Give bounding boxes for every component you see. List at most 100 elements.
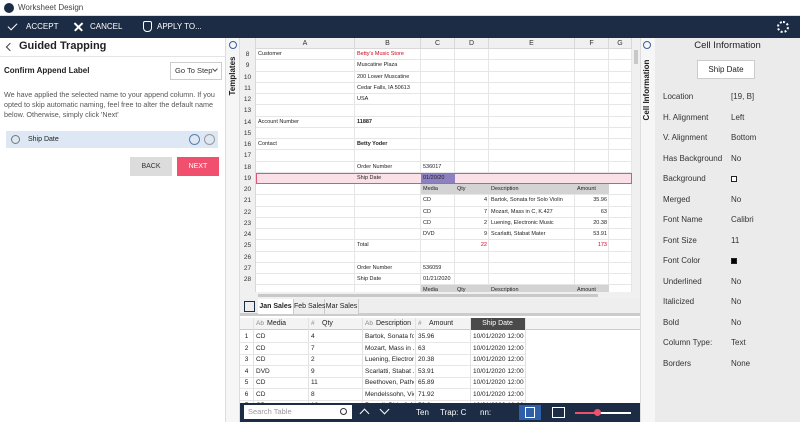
table-cell[interactable]: Scarlatti, Stabat ... — [365, 367, 414, 375]
cell-text[interactable]: Ship Date — [357, 174, 382, 181]
table-cell[interactable]: 53.91 — [418, 367, 435, 375]
column-header[interactable]: A — [256, 38, 355, 49]
table-cell[interactable]: Mendelssohn, Vio... — [365, 390, 414, 398]
row-header[interactable]: 11 — [240, 82, 256, 94]
cell-text[interactable]: Total — [357, 242, 369, 249]
column-header[interactable]: C — [421, 38, 455, 49]
row-header[interactable]: 21 — [240, 195, 256, 207]
row-header[interactable]: 12 — [240, 94, 256, 106]
accept-button[interactable]: ACCEPT — [26, 22, 59, 31]
table-cell[interactable]: 9 — [311, 367, 315, 375]
table-cell[interactable]: CD — [256, 356, 266, 363]
column-header[interactable]: B — [355, 38, 421, 49]
selected-cell-name[interactable]: Ship Date — [697, 60, 755, 79]
table-cell[interactable]: 8 — [311, 390, 315, 398]
column-header[interactable]: D — [455, 38, 489, 49]
row-header[interactable]: 27 — [240, 262, 256, 274]
view-button[interactable] — [519, 405, 541, 420]
row-header[interactable]: 26 — [240, 251, 256, 263]
table-cell[interactable]: 7 — [311, 344, 315, 352]
cell-text[interactable]: 9 — [483, 231, 487, 237]
table-cell[interactable]: 10/01/2020 12:00... — [473, 379, 524, 386]
cell-text[interactable]: Ship Date — [357, 276, 382, 282]
row-number[interactable]: 6 — [244, 390, 249, 398]
cell-text[interactable]: DVD — [423, 231, 435, 237]
cell-text[interactable]: 20.38 — [593, 219, 607, 226]
next-button[interactable]: NEXT — [177, 157, 219, 176]
table-cell[interactable]: 10/01/2020 12:00... — [473, 367, 524, 375]
strip-icon[interactable] — [643, 41, 651, 49]
zoom-knob[interactable] — [594, 409, 601, 416]
cell-text[interactable]: 536017 — [423, 163, 442, 170]
table-cell[interactable]: 10/01/2020 12:00... — [473, 344, 524, 352]
column-header[interactable]: F — [575, 38, 609, 49]
row-number[interactable]: 2 — [244, 344, 249, 352]
row-header[interactable]: 28 — [240, 274, 256, 286]
cell-text[interactable]: Amount — [577, 186, 596, 192]
cell-text[interactable]: Qty — [457, 186, 466, 192]
cell-text[interactable]: Luening, Electronic Music — [491, 219, 554, 226]
go-to-step-dropdown[interactable]: Go To Step — [170, 62, 222, 80]
cell-text[interactable]: Order Number — [357, 264, 393, 271]
fit-icon[interactable] — [552, 407, 565, 418]
row-header[interactable]: 17 — [240, 150, 256, 162]
row-header[interactable]: 18 — [240, 161, 256, 173]
row-header[interactable]: 13 — [240, 105, 256, 117]
row-header[interactable]: 23 — [240, 217, 256, 229]
sheet-tab[interactable]: Feb Sales — [294, 299, 326, 314]
table-header[interactable]: Amount — [429, 320, 454, 327]
table-header[interactable]: Qty — [322, 320, 333, 327]
row-header[interactable]: 19 — [240, 172, 256, 184]
table-cell[interactable]: 10/01/2020 12:00... — [473, 333, 524, 340]
cell-text[interactable]: Betty's Music Store — [357, 51, 404, 57]
table-header[interactable]: Media — [267, 320, 287, 327]
cell-text[interactable]: Order Number — [357, 163, 393, 170]
table-cell[interactable]: 35.96 — [418, 333, 435, 340]
settings-gear[interactable] — [777, 21, 789, 33]
table-cell[interactable]: 63 — [418, 344, 426, 352]
table-header[interactable]: Description — [376, 320, 412, 327]
field-name[interactable]: Ship Date — [28, 136, 59, 143]
table-cell[interactable]: 2 — [311, 356, 315, 363]
table-cell[interactable]: 10/01/2020 12:00... — [473, 356, 524, 363]
cell-info-tab[interactable]: Cell Information — [642, 59, 651, 121]
table-cell[interactable]: 65.89 — [418, 379, 435, 386]
row-number[interactable]: 4 — [244, 367, 249, 375]
cell-text[interactable]: Media — [423, 287, 438, 292]
cell-text[interactable]: 01/20/20 — [423, 174, 445, 181]
cell-text[interactable]: 536059 — [423, 264, 442, 271]
table-cell[interactable]: CD — [256, 390, 266, 398]
sheet-tab[interactable]: Mar Sales — [325, 299, 359, 314]
table-cell[interactable]: DVD — [256, 367, 270, 375]
cell-text[interactable]: 200 Lower Muscatine — [357, 73, 410, 80]
row-number[interactable]: 5 — [244, 379, 249, 386]
search-box[interactable]: Search Table — [244, 405, 352, 419]
cell-text[interactable]: Contact — [258, 141, 277, 147]
cell-text[interactable]: Cedar Falls, IA 50613 — [357, 84, 410, 91]
table-cell[interactable]: 10/01/2020 12:00... — [473, 390, 524, 398]
back-button[interactable]: BACK — [130, 157, 172, 176]
cell-text[interactable]: 173 — [597, 242, 607, 249]
row-header[interactable]: 15 — [240, 127, 256, 139]
cell-text[interactable]: CD — [423, 219, 431, 226]
cell-text[interactable]: Amount — [577, 287, 596, 292]
row-number[interactable]: 1 — [244, 333, 249, 340]
cell-text[interactable]: 35.96 — [593, 197, 607, 204]
row-header[interactable]: 16 — [240, 139, 256, 151]
cell-text[interactable]: Mozart, Mass in C, K.427 — [491, 208, 553, 215]
cell-text[interactable]: Bartok, Sonata for Solo Violin — [491, 197, 563, 204]
cell-text[interactable]: Betty Yoder — [357, 141, 388, 147]
table-cell[interactable]: Beethoven, Pathe... — [365, 379, 414, 386]
table-cell[interactable]: CD — [256, 379, 266, 386]
row-header[interactable]: 25 — [240, 240, 256, 252]
row-header[interactable]: 9 — [240, 60, 256, 72]
table-cell[interactable]: 11 — [311, 379, 318, 386]
cell-text[interactable]: 7 — [483, 208, 487, 215]
cell-text[interactable]: USA — [357, 96, 369, 102]
column-header[interactable]: E — [489, 38, 575, 49]
row-header[interactable]: 22 — [240, 206, 256, 218]
cell-text[interactable]: 63 — [600, 208, 607, 215]
strip-icon[interactable] — [229, 41, 237, 49]
cell-text[interactable]: CD — [423, 197, 431, 204]
cell-text[interactable]: Media — [423, 186, 438, 192]
